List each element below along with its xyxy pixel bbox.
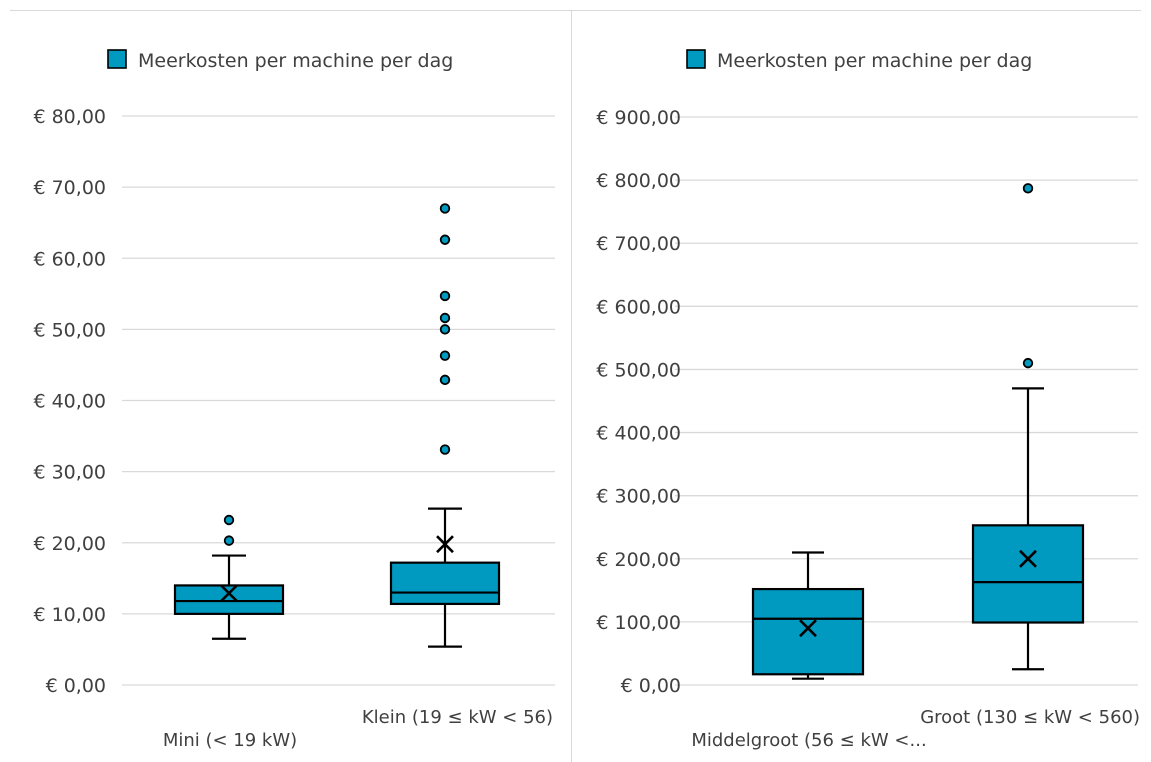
legend-label: Meerkosten per machine per dag [717, 50, 1032, 72]
category-label: Middelgroot (56 ≤ kW <... [691, 730, 926, 751]
y-tick-label: € 50,00 [33, 319, 106, 341]
y-tick-label: € 0,00 [46, 675, 106, 697]
outlier-point [1022, 357, 1034, 369]
y-tick-label: € 700,00 [596, 233, 681, 255]
mean-marker [799, 619, 817, 638]
y-tick-label: € 500,00 [596, 359, 681, 381]
outlier-point [439, 324, 451, 335]
box-2 [389, 203, 501, 648]
y-tick-label: € 60,00 [33, 248, 106, 270]
y-tick-label: € 800,00 [596, 170, 681, 192]
y-tick-label: € 200,00 [596, 549, 681, 571]
iqr-box [173, 584, 285, 615]
category-label: Groot (130 ≤ kW < 560) [920, 707, 1140, 728]
y-tick-label: € 400,00 [596, 423, 681, 445]
legend-label: Meerkosten per machine per dag [138, 50, 453, 72]
box-2 [971, 183, 1085, 671]
outlier-point [223, 514, 235, 526]
iqr-box [389, 561, 501, 606]
iqr-box [971, 524, 1085, 624]
outlier-point [439, 350, 451, 361]
y-tick-label: € 20,00 [33, 533, 106, 555]
y-tick-label: € 100,00 [596, 612, 681, 634]
y-tick-label: € 600,00 [596, 296, 681, 318]
outlier-point [439, 374, 451, 386]
y-tick-label: € 300,00 [596, 486, 681, 508]
chart-panel-right: Meerkosten per machine per dag € 0,00 € 10… [573, 0, 1151, 762]
y-tick-label: € 70,00 [33, 177, 106, 199]
outlier-point [439, 444, 451, 455]
y-tick-label: € 40,00 [33, 391, 106, 413]
legend-swatch [107, 49, 127, 69]
outlier-point [439, 203, 451, 214]
outlier-point [223, 535, 235, 546]
y-tick-label: € 10,00 [33, 604, 106, 626]
outlier-point [1022, 183, 1034, 194]
mean-marker [1019, 549, 1037, 568]
mean-marker [220, 584, 238, 603]
category-label: Klein (19 ≤ kW < 56) [362, 707, 553, 728]
mean-marker [436, 535, 454, 554]
outlier-point [439, 234, 451, 245]
y-tick-label: € 80,00 [33, 106, 106, 128]
iqr-box [751, 587, 865, 676]
y-tick-label: € 30,00 [33, 462, 106, 484]
chart-panel-left: Meerkosten per machine per dag € 0,00 € 10… [0, 0, 571, 762]
y-tick-label: € 900,00 [596, 107, 681, 129]
panel-divider [571, 10, 572, 762]
box-1 [173, 514, 285, 640]
outlier-point [439, 290, 451, 302]
legend-swatch [686, 49, 706, 69]
box-plot-left: Meerkosten per machine per dag € 0,00 € 10… [33, 49, 555, 751]
outlier-point [439, 312, 451, 324]
category-label: Mini (< 19 kW) [163, 730, 297, 751]
y-tick-label: € 0,00 [621, 675, 681, 697]
box-1 [751, 551, 865, 680]
top-border [10, 10, 1141, 11]
box-plot-right: Meerkosten per machine per dag € 0,00 € 10… [596, 49, 1140, 751]
